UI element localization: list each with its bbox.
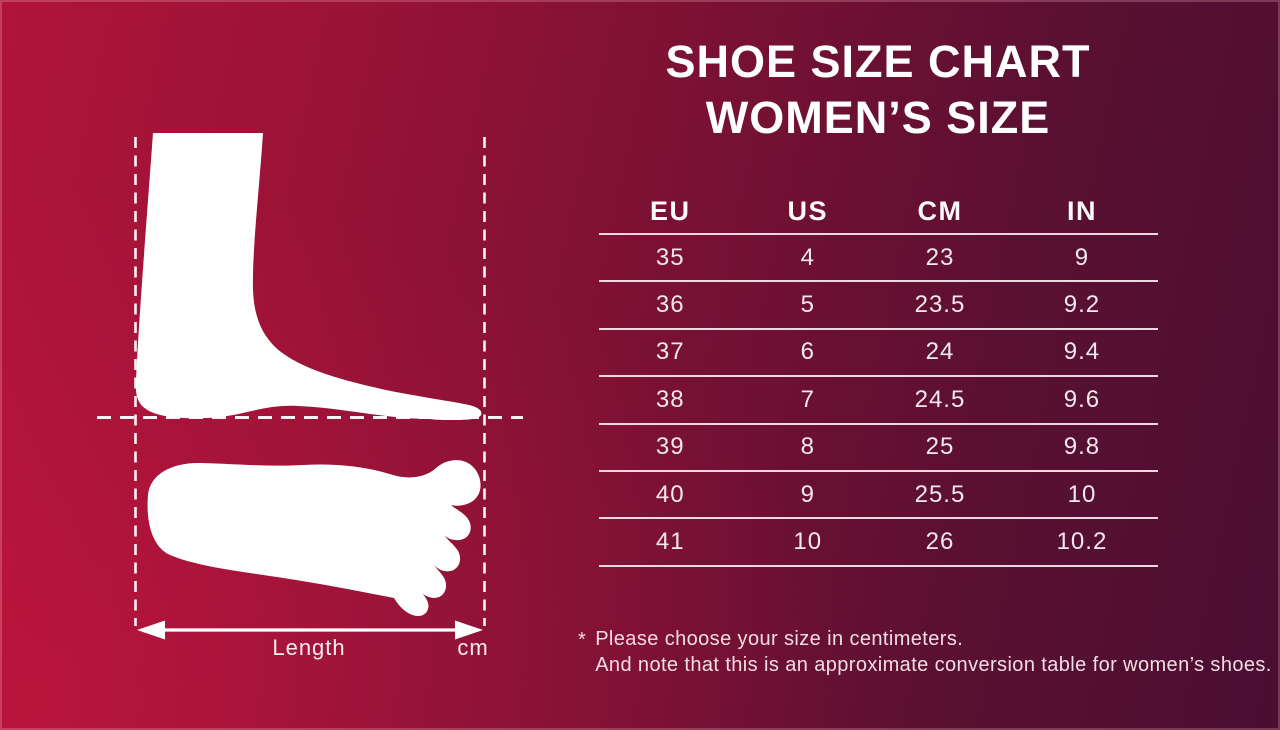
table-cell-in: 9.6: [1063, 385, 1101, 413]
table-cell-us: 5: [800, 291, 815, 319]
table-cell-eu: 35: [655, 243, 685, 271]
table-cell-eu: 36: [655, 291, 685, 319]
table-cell-cm: 23: [925, 243, 955, 271]
table-cell-us: 4: [800, 243, 815, 271]
table-cell-us: 6: [800, 338, 815, 366]
table-row: 37 6 24 9.4: [599, 327, 1158, 375]
footnote: * Please choose your size in centimeters…: [578, 626, 1272, 678]
size-conversion-table: EU US CM IN 35 4 23 9 36 5 23.5 9.2 37 6…: [599, 190, 1158, 567]
top-foot-silhouette: [147, 460, 481, 617]
table-body: 35 4 23 9 36 5 23.5 9.2 37 6 24 9.4 38 7…: [599, 233, 1158, 567]
table-cell-us: 10: [793, 528, 823, 556]
table-cell-cm: 26: [925, 528, 955, 556]
footnote-line-1: Please choose your size in centimeters.: [595, 628, 964, 650]
table-row: 41 10 26 10.2: [599, 517, 1158, 567]
table-cell-us: 9: [800, 480, 815, 508]
table-row: 39 8 25 9.8: [599, 422, 1158, 470]
table-cell-cm: 23.5: [914, 291, 966, 319]
asterisk-marker: *: [578, 629, 587, 651]
table-cell-cm: 24.5: [914, 385, 966, 413]
table-cell-cm: 24: [925, 338, 955, 366]
table-cell-in: 10: [1067, 480, 1097, 508]
table-cell-eu: 40: [655, 480, 685, 508]
foot-measurement-illustration: [97, 133, 523, 640]
table-cell-cm: 25: [925, 433, 955, 461]
table-cell-eu: 37: [655, 338, 685, 366]
footnote-line-2: And note that this is an approximate con…: [595, 654, 1272, 676]
table-row: 40 9 25.5 10: [599, 469, 1158, 517]
length-label: Length: [272, 635, 346, 660]
cm-unit-label: cm: [457, 635, 489, 660]
title-line-2: WOMEN’S SIZE: [705, 92, 1051, 143]
table-cell-in: 9.4: [1063, 338, 1101, 366]
page-title: SHOE SIZE CHART WOMEN’S SIZE: [598, 34, 1158, 146]
table-header-row: EU US CM IN: [599, 190, 1158, 233]
table-cell-eu: 38: [655, 385, 685, 413]
column-header-eu: EU: [650, 196, 691, 226]
column-header-cm: CM: [917, 196, 963, 226]
table-cell-in: 9.8: [1063, 433, 1101, 461]
table-cell-us: 8: [800, 433, 815, 461]
table-cell-in: 10.2: [1056, 528, 1108, 556]
table-cell-in: 9.2: [1063, 291, 1101, 319]
side-foot-silhouette: [135, 133, 482, 420]
footnote-text: Please choose your size in centimeters. …: [595, 626, 1272, 678]
table-row: 38 7 24.5 9.6: [599, 375, 1158, 422]
table-cell-cm: 25.5: [914, 480, 966, 508]
title-line-1: SHOE SIZE CHART: [665, 36, 1091, 87]
table-cell-in: 9: [1074, 243, 1090, 271]
column-header-in: IN: [1066, 196, 1097, 226]
table-cell-us: 7: [800, 385, 815, 413]
table-row: 35 4 23 9: [599, 233, 1158, 280]
table-cell-eu: 39: [655, 433, 685, 461]
table-row: 36 5 23.5 9.2: [599, 280, 1158, 327]
column-header-us: US: [787, 196, 829, 226]
length-arrow: [137, 620, 483, 640]
table-cell-eu: 41: [655, 528, 685, 556]
